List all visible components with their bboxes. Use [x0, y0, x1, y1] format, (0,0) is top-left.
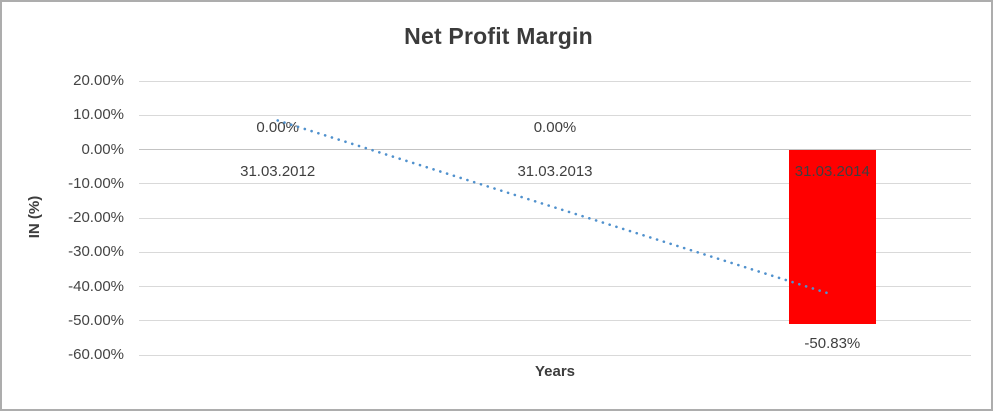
x-axis-title: Years: [534, 363, 576, 380]
gridline-10: [139, 114, 971, 116]
y-tick-label: 20.00%: [73, 72, 124, 89]
gridline--50: [139, 320, 971, 322]
y-tick-label: -10.00%: [68, 174, 124, 192]
x-category-label: 31.03.2012: [240, 163, 316, 180]
chart-title: Net Profit Margin: [404, 23, 593, 49]
trendline-dotted: [276, 119, 834, 296]
y-tick-label: -50.00%: [68, 311, 124, 329]
x-category-label: 31.03.2014: [794, 163, 870, 180]
y-tick-label: -60.00%: [68, 346, 124, 363]
gridline--60: [139, 354, 971, 356]
y-tick-label: -20.00%: [68, 209, 124, 226]
x-category-label: 31.03.2013: [517, 163, 593, 180]
y-tick-label: -40.00%: [68, 277, 124, 295]
data-label: 0.00%: [256, 118, 299, 136]
data-label: -50.83%: [804, 334, 861, 352]
y-tick-label: 0.00%: [81, 140, 124, 158]
y-tick-label: -30.00%: [68, 243, 124, 261]
data-label: 0.00%: [533, 118, 577, 136]
gridline-20: [139, 80, 971, 82]
y-tick-label: 10.00%: [73, 106, 124, 124]
